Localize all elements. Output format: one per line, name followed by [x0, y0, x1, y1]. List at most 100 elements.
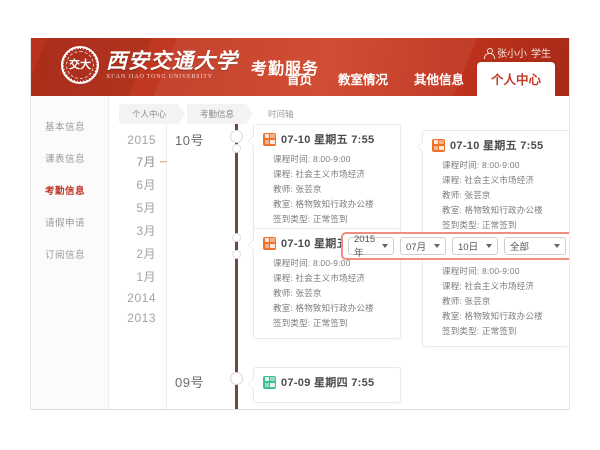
card-title: 07-09 星期四 7:55	[281, 377, 375, 389]
attendance-app-window: 交大 西安交通大学 XI'AN JIAO TONG UNIVERSITY 考勤服…	[30, 38, 570, 410]
card-classroom: 教室: 格物致知行政办公楼	[432, 308, 560, 323]
day-marker-10: 10号	[175, 133, 204, 148]
nav-item-personal-center[interactable]: 个人中心	[476, 62, 555, 96]
value-course: 社会主义市场经济	[464, 280, 535, 291]
card-teacher: 教师: 张芸京	[263, 181, 391, 196]
card-classroom: 教室: 格物致知行政办公楼	[263, 196, 391, 211]
timeline-node[interactable]	[231, 233, 241, 242]
page-body: 基本信息 课表信息 考勤信息 请假申请 订阅信息 个人中心 考勤信息 时间轴 2…	[31, 96, 569, 409]
card-signin-type: 签到类型: 正常签到	[263, 315, 391, 330]
user-info[interactable]: 张小小 学生	[484, 45, 551, 60]
value-course-time: 8:00-9:00	[312, 153, 351, 164]
card-signin-type: 签到类型: 正常签到	[432, 323, 560, 338]
sidebar-item-schedule-info[interactable]: 课表信息	[45, 154, 86, 165]
label-signin-type: 签到类型:	[273, 213, 311, 224]
card-teacher: 教师: 张芸京	[263, 285, 391, 300]
content-area: 个人中心 考勤信息 时间轴 2015 7月 6月 5月 3月 2月 1月 201…	[109, 96, 569, 409]
card-title: 07-10 星期五 7:55	[281, 134, 375, 146]
card-classroom: 教室: 格物致知行政办公楼	[263, 300, 391, 315]
card-signin-type: 签到类型: 正常签到	[263, 211, 391, 226]
attendance-card[interactable]: 07-09 星期四 7:55	[248, 367, 401, 403]
label-teacher: 教师:	[273, 287, 293, 298]
value-course-time: 8:00-9:00	[481, 265, 520, 276]
label-course: 课程:	[273, 168, 293, 179]
breadcrumb-item-attendance-info[interactable]: 考勤信息	[187, 104, 254, 124]
card-header: 07-09 星期四 7:55	[263, 374, 391, 390]
value-course-time: 8:00-9:00	[312, 257, 351, 268]
user-name: 张小小	[497, 49, 527, 60]
label-teacher: 教师:	[442, 295, 462, 306]
label-signin-type: 签到类型:	[442, 219, 480, 230]
person-icon	[484, 47, 495, 59]
month-nav-2014[interactable]: 2014	[127, 291, 156, 305]
sidebar: 基本信息 课表信息 考勤信息 请假申请 订阅信息	[31, 96, 109, 409]
attendance-card[interactable]: 07-10 星期五 7:55 课程时间: 8:00-9:00 课程: 社会主义市…	[248, 124, 401, 235]
sidebar-item-leave-request[interactable]: 请假申请	[45, 218, 86, 229]
month-nav-column: 2015 7月 6月 5月 3月 2月 1月 2014 2013	[109, 124, 167, 409]
breadcrumb-item-personal-center[interactable]: 个人中心	[119, 104, 186, 124]
value-course-time: 8:00-9:00	[481, 159, 520, 170]
card-course: 课程: 社会主义市场经济	[263, 166, 391, 181]
chevron-down-icon	[382, 244, 388, 248]
month-nav-jun[interactable]: 6月	[136, 178, 156, 192]
label-classroom: 教室:	[273, 302, 293, 313]
brand-logo[interactable]: 交大 西安交通大学 XI'AN JIAO TONG UNIVERSITY 考勤服…	[61, 46, 319, 84]
nav-item-other-info[interactable]: 其他信息	[413, 73, 464, 87]
month-nav-2013[interactable]: 2013	[127, 311, 156, 325]
chevron-down-icon	[434, 244, 440, 248]
year-select[interactable]: 2015年	[348, 234, 394, 259]
attendance-card[interactable]: 07-10 星期五 7:55 课程时间: 8:00-9:00 课程: 社会主义市…	[417, 130, 569, 241]
timeline-node[interactable]	[231, 250, 241, 259]
chevron-down-icon	[486, 244, 492, 248]
value-course: 社会主义市场经济	[464, 174, 535, 185]
card-course: 课程: 社会主义市场经济	[263, 270, 391, 285]
timeline-node[interactable]	[229, 372, 243, 385]
chevron-down-icon	[554, 244, 560, 248]
type-select-value: 全部	[510, 242, 530, 253]
university-seal-icon: 交大	[61, 46, 99, 84]
nav-item-home[interactable]: 首页	[286, 73, 312, 87]
value-classroom: 格物致知行政办公楼	[464, 310, 543, 321]
month-nav-mar[interactable]: 3月	[136, 224, 156, 238]
value-signin-type: 正常签到	[481, 219, 517, 230]
value-course: 社会主义市场经济	[295, 168, 366, 179]
sidebar-item-attendance-info[interactable]: 考勤信息	[45, 186, 86, 197]
card-header: 07-10 星期五 7:55	[432, 137, 560, 153]
timeline-node[interactable]	[231, 144, 241, 153]
label-signin-type: 签到类型:	[273, 317, 311, 328]
value-signin-type: 正常签到	[312, 317, 348, 328]
year-select-value: 2015年	[354, 233, 376, 259]
university-name-cn: 西安交通大学	[106, 49, 238, 74]
value-classroom: 格物致知行政办公楼	[295, 302, 374, 313]
seal-glyph: 交大	[69, 58, 91, 71]
value-signin-type: 正常签到	[312, 213, 348, 224]
month-nav-jan[interactable]: 1月	[136, 270, 156, 284]
month-nav-2015[interactable]: 2015	[127, 133, 156, 147]
month-nav-may[interactable]: 5月	[136, 201, 156, 215]
university-name-en: XI'AN JIAO TONG UNIVERSITY	[106, 73, 213, 80]
brand-text: 西安交通大学 XI'AN JIAO TONG UNIVERSITY	[106, 50, 238, 79]
month-nav-feb[interactable]: 2月	[136, 247, 156, 261]
timeline-track[interactable]: 10号 09号 07-10 星期五 7:55 课程时间:	[167, 124, 569, 409]
calendar-icon	[263, 375, 276, 389]
sidebar-item-subscription-info[interactable]: 订阅信息	[45, 250, 86, 261]
nav-item-classroom[interactable]: 教室情况	[337, 73, 388, 87]
value-classroom: 格物致知行政办公楼	[295, 198, 374, 209]
day-select[interactable]: 10日	[452, 237, 498, 255]
timeline-panel: 2015 7月 6月 5月 3月 2月 1月 2014 2013 10号 09号	[109, 124, 569, 409]
timeline-node[interactable]	[229, 130, 243, 143]
month-select[interactable]: 07月	[400, 237, 446, 255]
label-course-time: 课程时间:	[273, 257, 311, 268]
month-nav-jul[interactable]: 7月	[109, 150, 166, 173]
label-course: 课程:	[273, 272, 293, 283]
seal-gear-icon	[61, 46, 99, 84]
system-name: 考勤服务	[251, 61, 320, 78]
card-course-time: 课程时间: 8:00-9:00	[432, 263, 560, 278]
breadcrumb-item-timeline[interactable]: 时间轴	[255, 104, 313, 124]
value-teacher: 张芸京	[295, 287, 322, 298]
type-select[interactable]: 全部	[504, 237, 566, 255]
label-course-time: 课程时间:	[442, 159, 480, 170]
sidebar-item-basic-info[interactable]: 基本信息	[45, 122, 86, 133]
card-header: 07-10 星期五 7:55	[263, 131, 391, 147]
card-teacher: 教师: 张芸京	[432, 187, 560, 202]
